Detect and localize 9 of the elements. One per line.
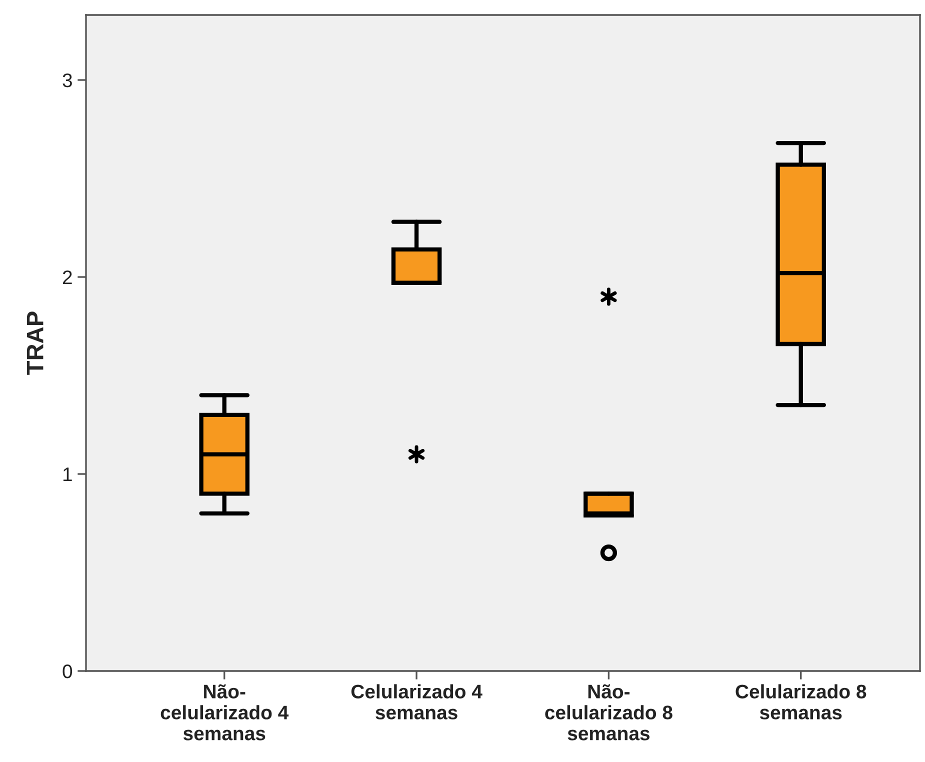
x-tick-label: Celularizado 4 semanas [351,684,482,720]
y-axis-title: TRAP [26,312,44,375]
y-tick-label: 0 [62,664,72,678]
y-tick-label: 2 [62,270,72,284]
x-tick-label: Não- celularizado 8 semanas [545,684,672,740]
y-tick-label: 3 [62,73,72,88]
x-tick-label: Não- celularizado 4 semanas [160,684,289,740]
x-tick-label: Celularizado 8 semanas [736,684,866,720]
y-tick-label: 1 [63,468,72,482]
